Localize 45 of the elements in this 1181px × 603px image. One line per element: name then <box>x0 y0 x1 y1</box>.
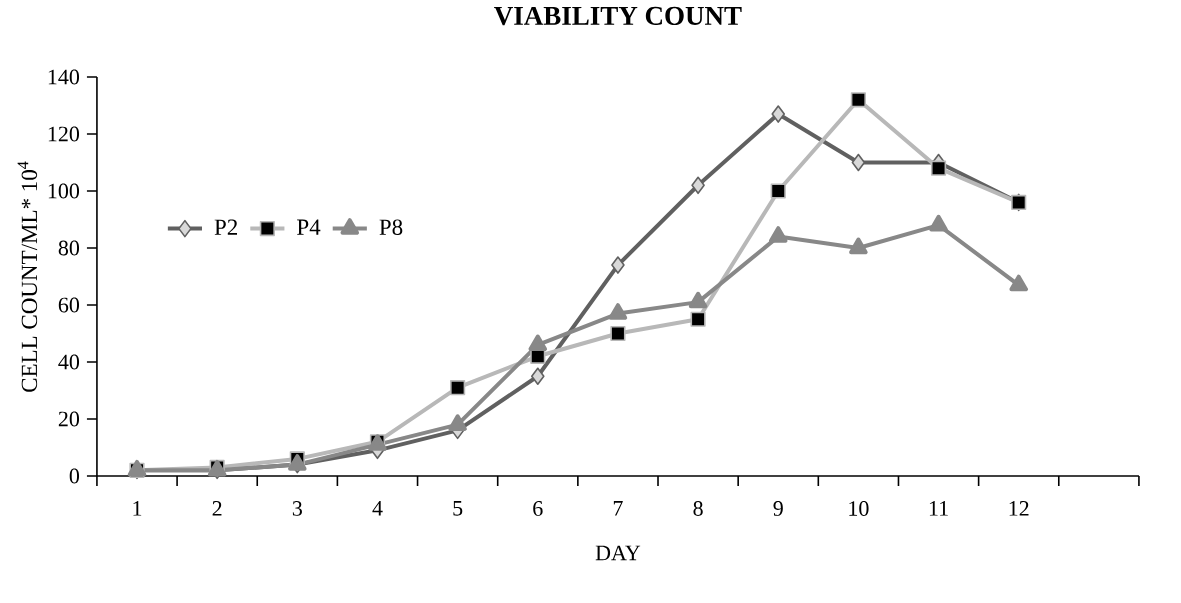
x-tick-label: 5 <box>453 501 463 516</box>
x-tick-label: 6 <box>533 501 543 516</box>
point <box>850 92 866 108</box>
point <box>768 226 788 243</box>
legend-label: P8 <box>379 219 403 235</box>
point <box>528 334 548 352</box>
legend-label: P4 <box>297 219 321 235</box>
y-axis-title: CELL COUNT/ML* 10$^{4}$ <box>17 161 38 392</box>
y-tick-label: 140 <box>48 69 80 85</box>
point <box>851 153 866 172</box>
x-tick-label: 4 <box>372 501 383 516</box>
x-tick-label: 7 <box>613 501 623 516</box>
legend-label: P2 <box>214 219 238 235</box>
x-tick-label: 2 <box>212 501 222 516</box>
x-tick-label: 8 <box>693 501 703 516</box>
x-tick-label: 1 <box>133 501 142 516</box>
point <box>610 325 626 342</box>
x-tick-label: 11 <box>929 501 948 516</box>
y-tick-label: 100 <box>48 183 80 199</box>
point <box>770 183 786 199</box>
point <box>690 311 706 327</box>
point <box>530 367 545 386</box>
point <box>849 237 868 255</box>
point <box>691 176 705 195</box>
x-tick-label: 9 <box>773 501 783 516</box>
point <box>450 380 466 396</box>
point <box>929 214 948 232</box>
x-tick-label: 10 <box>849 501 869 516</box>
y-tick-label: 0 <box>69 468 80 484</box>
y-tick-label: 40 <box>58 354 80 370</box>
x-tick-label: 3 <box>292 501 302 516</box>
y-tick-label: 60 <box>58 297 80 313</box>
point <box>688 291 708 309</box>
x-tick-label: 12 <box>1009 501 1029 516</box>
chart-title: VIABILITY COUNT <box>494 6 742 26</box>
y-tick-label: 20 <box>58 411 80 427</box>
y-tick-label: 120 <box>48 126 80 142</box>
point <box>448 414 467 431</box>
point <box>608 303 628 320</box>
point <box>611 256 625 274</box>
y-tick-label: 80 <box>58 240 80 256</box>
x-axis-title: DAY <box>595 545 641 561</box>
point <box>1009 274 1028 292</box>
point <box>771 105 786 123</box>
point <box>930 160 947 176</box>
